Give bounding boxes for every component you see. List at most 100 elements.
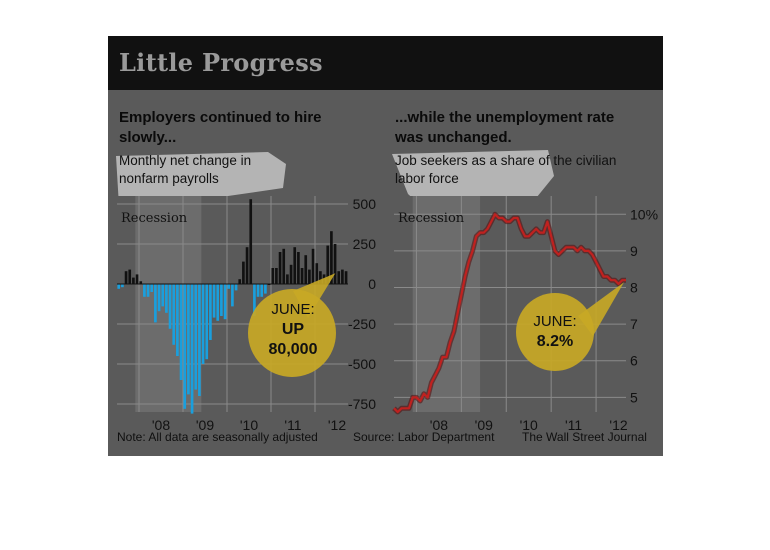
payroll-bar bbox=[176, 284, 179, 356]
left-panel-heading: Employers continued to hire slowly... bbox=[119, 109, 322, 146]
y-tick-label: 9 bbox=[630, 243, 638, 259]
payroll-bar bbox=[344, 271, 348, 284]
payroll-bar bbox=[231, 284, 234, 307]
payroll-bar bbox=[256, 284, 260, 297]
left-panel-description: Monthly net change in nonfarm payrolls bbox=[119, 153, 252, 186]
x-tick-label: '12 bbox=[328, 417, 346, 433]
payroll-bar bbox=[223, 284, 227, 320]
payroll-bar bbox=[201, 284, 205, 364]
payroll-bar bbox=[242, 261, 245, 284]
x-tick-label: '12 bbox=[609, 417, 627, 433]
payroll-bar bbox=[260, 284, 264, 297]
payroll-bar bbox=[198, 284, 201, 396]
payroll-bar bbox=[245, 247, 249, 284]
payroll-bar bbox=[304, 255, 308, 284]
payroll-bar bbox=[216, 284, 220, 321]
charts-layer: 500 250 0 -250 -500 -750 '08 '09 '10 '11 '12 Recess… bbox=[116, 150, 658, 433]
right-panel-description: Job seekers as a share of the civilian l… bbox=[395, 153, 617, 186]
payroll-bar bbox=[333, 244, 337, 284]
payroll-bar bbox=[132, 277, 135, 284]
payroll-bar bbox=[341, 269, 344, 284]
series-line bbox=[393, 213, 626, 414]
callout-text: JUNE: bbox=[271, 301, 314, 318]
y-tick-label: 5 bbox=[630, 389, 638, 405]
x-tick-label: '10 bbox=[520, 417, 538, 433]
footer-source: Source: Labor Department bbox=[353, 430, 495, 444]
payroll-bar bbox=[135, 274, 139, 284]
recession-band bbox=[135, 196, 202, 412]
payroll-bar bbox=[165, 284, 168, 313]
payroll-bar bbox=[234, 284, 238, 291]
callout-text: JUNE: bbox=[533, 313, 576, 330]
payroll-bar bbox=[161, 284, 165, 307]
y-tick-label: 500 bbox=[353, 196, 377, 212]
payroll-bar bbox=[205, 284, 209, 360]
y-tick-label: 250 bbox=[353, 236, 377, 252]
payroll-bar bbox=[330, 231, 333, 284]
payroll-bar bbox=[238, 279, 242, 284]
y-tick-label: 7 bbox=[630, 316, 638, 332]
payroll-bar bbox=[194, 284, 198, 390]
payroll-bar bbox=[150, 284, 154, 292]
payroll-bar bbox=[187, 284, 190, 395]
payroll-bar bbox=[183, 284, 187, 409]
payroll-bar bbox=[139, 281, 143, 284]
payroll-bar bbox=[278, 252, 282, 284]
payroll-bar bbox=[168, 284, 172, 329]
payroll-bar bbox=[249, 199, 253, 284]
y-tick-label: -250 bbox=[348, 316, 376, 332]
callout-bubble bbox=[248, 289, 336, 377]
y-tick-label: -750 bbox=[348, 396, 376, 412]
y-tick-label: -500 bbox=[348, 356, 376, 372]
payroll-bar bbox=[227, 284, 231, 289]
payrolls-chart: 500 250 0 -250 -500 -750 '08 '09 '10 '11 '12 Recess… bbox=[117, 196, 376, 433]
payroll-bar bbox=[157, 284, 161, 312]
callout-text: 8.2% bbox=[537, 333, 573, 350]
payroll-bar bbox=[293, 247, 297, 284]
x-tick-label: '11 bbox=[284, 417, 301, 433]
payroll-bar bbox=[337, 271, 341, 284]
payroll-bar bbox=[220, 284, 223, 316]
payroll-bar bbox=[190, 284, 194, 414]
payroll-bar bbox=[172, 284, 176, 345]
payroll-bar bbox=[253, 284, 256, 316]
payroll-bar bbox=[264, 284, 267, 294]
main-title: Little Progress bbox=[119, 48, 323, 77]
right-panel-heading: ...while the unemployment rate was uncha… bbox=[395, 109, 615, 146]
y-tick-label: 10% bbox=[630, 206, 658, 222]
x-tick-label: '09 bbox=[196, 417, 214, 433]
y-tick-label: 0 bbox=[368, 276, 376, 292]
payroll-bar bbox=[282, 248, 286, 284]
payroll-bar bbox=[319, 271, 322, 284]
payroll-bar bbox=[124, 271, 128, 284]
payroll-bar bbox=[308, 269, 311, 284]
payroll-bar bbox=[297, 252, 300, 284]
footer-note: Note: All data are seasonally adjusted bbox=[117, 430, 318, 444]
payroll-bar bbox=[326, 245, 330, 284]
payroll-bar bbox=[154, 284, 157, 323]
payroll-bar bbox=[121, 284, 124, 288]
payroll-bar bbox=[128, 269, 132, 284]
footer-credit: The Wall Street Journal bbox=[522, 430, 647, 444]
payroll-bar bbox=[315, 263, 319, 284]
payroll-bar bbox=[286, 274, 289, 284]
callout-text: UP bbox=[282, 321, 305, 338]
payroll-bar bbox=[143, 284, 146, 297]
unemployment-chart: 10% 9 8 7 6 5 '08 '09 '10 '11 '12 Recession JUNE: 8.2… bbox=[392, 196, 658, 433]
recession-label: Recession bbox=[121, 211, 188, 226]
payroll-bar bbox=[300, 268, 304, 284]
title-bar: Little Progress bbox=[108, 36, 663, 90]
payroll-bar bbox=[209, 284, 212, 340]
payroll-bar bbox=[146, 284, 150, 297]
x-tick-label: '08 bbox=[430, 417, 448, 433]
payroll-bar bbox=[117, 284, 121, 289]
callout-bubble bbox=[516, 293, 594, 371]
payroll-bar bbox=[271, 268, 275, 284]
y-tick-label: 6 bbox=[630, 353, 638, 369]
x-tick-label: '11 bbox=[565, 417, 582, 433]
recession-label: Recession bbox=[398, 211, 465, 226]
payroll-bar bbox=[275, 268, 278, 284]
chart-card: Little Progress 500 250 0 -250 -500 -750 '08 '0… bbox=[108, 36, 663, 456]
x-tick-label: '08 bbox=[152, 417, 170, 433]
y-tick-label: 8 bbox=[630, 280, 638, 296]
